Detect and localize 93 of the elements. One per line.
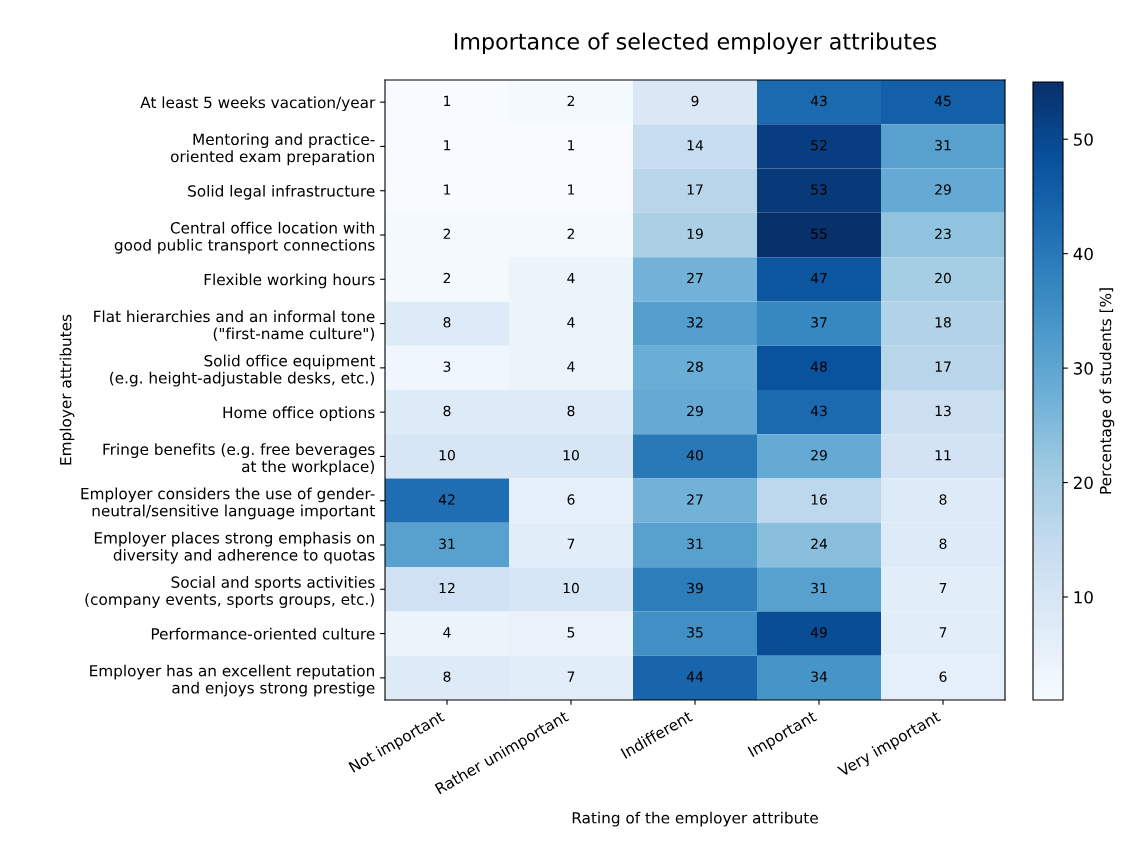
data-label: 11 (935, 450, 951, 461)
data-label: 12 (439, 582, 455, 594)
data-label: 14 (687, 140, 704, 151)
data-label: 10 (563, 449, 579, 461)
data-label: 1 (568, 140, 575, 151)
data-label: 40 (686, 449, 703, 461)
data-label: 7 (939, 627, 947, 638)
data-label: 55 (811, 228, 827, 240)
data-label: 8 (443, 405, 451, 417)
data-label: 42 (438, 494, 455, 505)
data-label: 31 (439, 538, 455, 550)
y-tick-label: Employer places strong emphasis on diversity and adherence to quotas (94, 531, 375, 564)
y-tick-label: Central office location with good public transport connections (114, 221, 375, 254)
data-label: 16 (811, 494, 827, 505)
y-tick-label: Employer considers the use of gender- neutral/sensitive language important (81, 487, 375, 520)
data-label: 8 (567, 405, 575, 417)
data-label: 29 (811, 449, 827, 461)
y-tick-label: Social and sports activities (company events, sports groups, etc.) (85, 576, 375, 608)
data-label: 4 (443, 627, 451, 638)
y-tick-label: Fringe benefits (e.g. free beverages at the workplace) (103, 443, 375, 476)
data-label: 31 (935, 139, 951, 151)
data-label: 49 (810, 627, 827, 638)
data-label: 27 (687, 272, 703, 284)
color-bar-label: 40 (1073, 247, 1093, 261)
y-tick-label: Flexible working hours (204, 273, 375, 289)
data-label: 29 (935, 184, 951, 195)
y-tick-label: Solid office equipment (e.g. height-adjustable desks, etc.) (110, 354, 375, 387)
data-label: 4 (567, 272, 575, 284)
data-label: 27 (687, 494, 703, 505)
chart-title: Importance of selected employer attributes (454, 32, 937, 55)
data-label: 32 (687, 317, 703, 328)
data-label: 53 (811, 184, 827, 195)
data-label: 31 (687, 538, 703, 550)
data-label: 1 (444, 184, 451, 195)
data-label: 23 (935, 228, 951, 240)
data-label: 2 (567, 228, 575, 239)
data-label: 13 (935, 405, 951, 417)
x-axis-title: Rating of the employer attribute (572, 811, 818, 827)
data-label: 5 (567, 627, 575, 638)
data-label: 34 (811, 671, 828, 682)
y-axis-title: Employer attributes (59, 314, 75, 465)
data-label: 8 (443, 317, 451, 328)
y-tick-label: At least 5 weeks vacation/year (140, 96, 376, 112)
data-label: 4 (567, 317, 575, 328)
data-label: 24 (811, 538, 828, 549)
y-tick-label: Home office options (223, 406, 375, 422)
data-label: 35 (687, 627, 703, 638)
y-tick-label: Employer has an excellent reputation and enjoys strong prestige (90, 664, 375, 697)
color-bar-label: 50 (1074, 133, 1093, 146)
data-label: 20 (935, 272, 951, 284)
data-label: 6 (939, 671, 947, 682)
data-label: 8 (939, 538, 947, 550)
data-label: 2 (443, 272, 451, 284)
data-label: 52 (811, 139, 827, 151)
data-label: 45 (934, 95, 951, 107)
data-label: 7 (939, 582, 947, 594)
data-label: 1 (444, 140, 451, 151)
color-bar-label: 30 (1073, 362, 1093, 375)
data-label: 1 (568, 184, 575, 195)
color-bar-label: 10 (1074, 590, 1093, 604)
data-label: 17 (687, 184, 703, 195)
data-label: 3 (443, 361, 451, 372)
data-label: 39 (687, 582, 703, 594)
data-label: 43 (810, 95, 827, 107)
data-label: 2 (443, 228, 451, 239)
y-tick-label: Performance-oriented culture (151, 627, 375, 640)
data-label: 44 (686, 671, 704, 682)
data-label: 7 (567, 538, 575, 549)
data-label: 9 (691, 95, 699, 107)
data-label: 18 (935, 317, 951, 328)
data-label: 17 (935, 361, 951, 372)
data-label: 1 (444, 95, 451, 106)
data-label: 8 (443, 671, 451, 682)
data-label: 10 (563, 582, 579, 594)
data-label: 28 (687, 361, 703, 372)
data-label: 29 (687, 405, 703, 417)
data-label: 7 (567, 671, 575, 682)
y-tick-label: Mentoring and practice- oriented exam preparation (170, 133, 375, 166)
data-label: 47 (810, 272, 827, 284)
color-bar-title: Percentage of students [%] (1099, 288, 1115, 494)
data-label: 48 (810, 361, 827, 372)
data-label: 6 (567, 494, 575, 505)
data-label: 37 (811, 317, 827, 328)
data-label: 2 (567, 95, 575, 106)
data-label: 10 (439, 449, 455, 461)
data-label: 19 (687, 228, 703, 240)
data-label: 4 (567, 361, 575, 372)
data-label: 8 (939, 494, 947, 505)
data-label: 43 (810, 405, 827, 417)
y-tick-label: Flat hierarchies and an informal tone ("first-name culture") (94, 310, 375, 342)
data-label: 31 (811, 582, 827, 594)
color-bar-label: 20 (1073, 476, 1093, 490)
y-tick-label: Solid legal infrastructure (188, 184, 375, 200)
